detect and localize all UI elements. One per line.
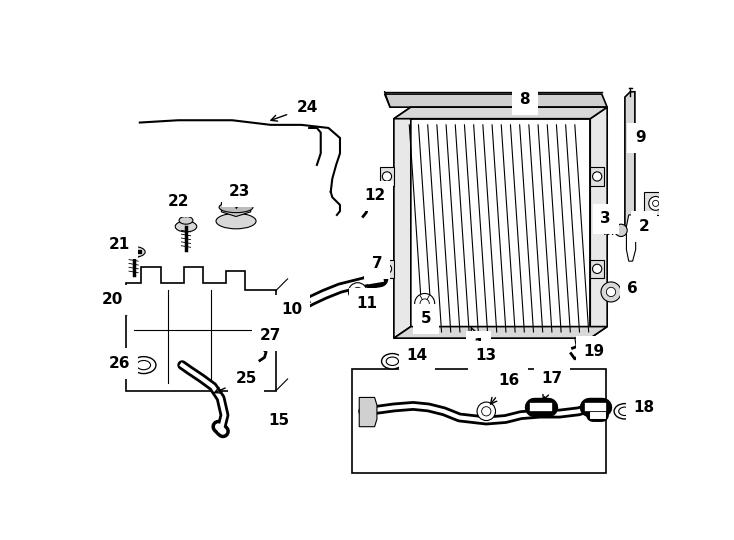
Circle shape bbox=[353, 287, 363, 296]
Circle shape bbox=[592, 172, 602, 181]
Ellipse shape bbox=[653, 200, 659, 206]
Text: 19: 19 bbox=[581, 344, 605, 359]
Text: 18: 18 bbox=[633, 400, 655, 415]
Text: 1: 1 bbox=[471, 328, 484, 353]
Bar bbox=[352, 369, 606, 473]
Circle shape bbox=[601, 282, 621, 302]
Text: 15: 15 bbox=[268, 413, 289, 428]
Text: 2: 2 bbox=[637, 219, 650, 235]
Ellipse shape bbox=[614, 403, 636, 419]
Text: 20: 20 bbox=[101, 292, 127, 315]
Polygon shape bbox=[126, 267, 276, 390]
Polygon shape bbox=[380, 260, 394, 278]
Text: 3: 3 bbox=[600, 211, 611, 229]
Polygon shape bbox=[575, 338, 609, 361]
Circle shape bbox=[349, 283, 367, 301]
Text: 26: 26 bbox=[109, 356, 131, 371]
Polygon shape bbox=[359, 397, 377, 427]
Circle shape bbox=[592, 264, 602, 273]
Polygon shape bbox=[394, 107, 607, 119]
Polygon shape bbox=[380, 167, 394, 186]
Text: 4: 4 bbox=[0, 539, 1, 540]
Text: 11: 11 bbox=[357, 296, 377, 311]
Circle shape bbox=[606, 287, 616, 296]
Circle shape bbox=[482, 407, 491, 416]
Ellipse shape bbox=[179, 217, 193, 224]
Ellipse shape bbox=[175, 221, 197, 232]
Polygon shape bbox=[590, 107, 607, 338]
Text: 23: 23 bbox=[229, 184, 250, 208]
Ellipse shape bbox=[382, 354, 403, 369]
Text: 10: 10 bbox=[282, 302, 310, 317]
Text: 9: 9 bbox=[635, 131, 646, 145]
Polygon shape bbox=[394, 107, 411, 338]
Ellipse shape bbox=[219, 202, 253, 213]
Text: 12: 12 bbox=[364, 188, 385, 203]
Text: 13: 13 bbox=[476, 348, 497, 365]
Text: 17: 17 bbox=[541, 372, 562, 400]
Text: 27: 27 bbox=[260, 328, 281, 343]
Polygon shape bbox=[590, 167, 604, 186]
Polygon shape bbox=[394, 119, 590, 338]
Text: 25: 25 bbox=[214, 372, 257, 393]
Ellipse shape bbox=[137, 361, 150, 370]
Text: 6: 6 bbox=[625, 281, 638, 295]
Ellipse shape bbox=[216, 213, 256, 229]
Polygon shape bbox=[385, 94, 607, 107]
Ellipse shape bbox=[619, 407, 631, 416]
Text: 5: 5 bbox=[421, 312, 432, 326]
Polygon shape bbox=[644, 192, 667, 215]
Circle shape bbox=[420, 299, 429, 308]
Polygon shape bbox=[394, 327, 607, 338]
Text: 21: 21 bbox=[109, 237, 131, 252]
Polygon shape bbox=[222, 198, 251, 217]
Ellipse shape bbox=[122, 247, 145, 257]
Ellipse shape bbox=[131, 356, 156, 374]
Text: 16: 16 bbox=[490, 373, 520, 404]
Circle shape bbox=[615, 224, 627, 237]
Circle shape bbox=[415, 294, 435, 314]
Text: 14: 14 bbox=[399, 348, 427, 363]
Polygon shape bbox=[625, 92, 635, 231]
Text: 7: 7 bbox=[371, 256, 382, 271]
Text: 8: 8 bbox=[520, 92, 530, 107]
Circle shape bbox=[477, 402, 495, 421]
Text: 24: 24 bbox=[271, 100, 319, 121]
Polygon shape bbox=[590, 260, 604, 278]
Text: 22: 22 bbox=[167, 194, 189, 217]
Ellipse shape bbox=[649, 197, 663, 210]
Polygon shape bbox=[626, 215, 636, 261]
Ellipse shape bbox=[386, 357, 399, 366]
Circle shape bbox=[382, 172, 391, 181]
Circle shape bbox=[382, 264, 391, 273]
